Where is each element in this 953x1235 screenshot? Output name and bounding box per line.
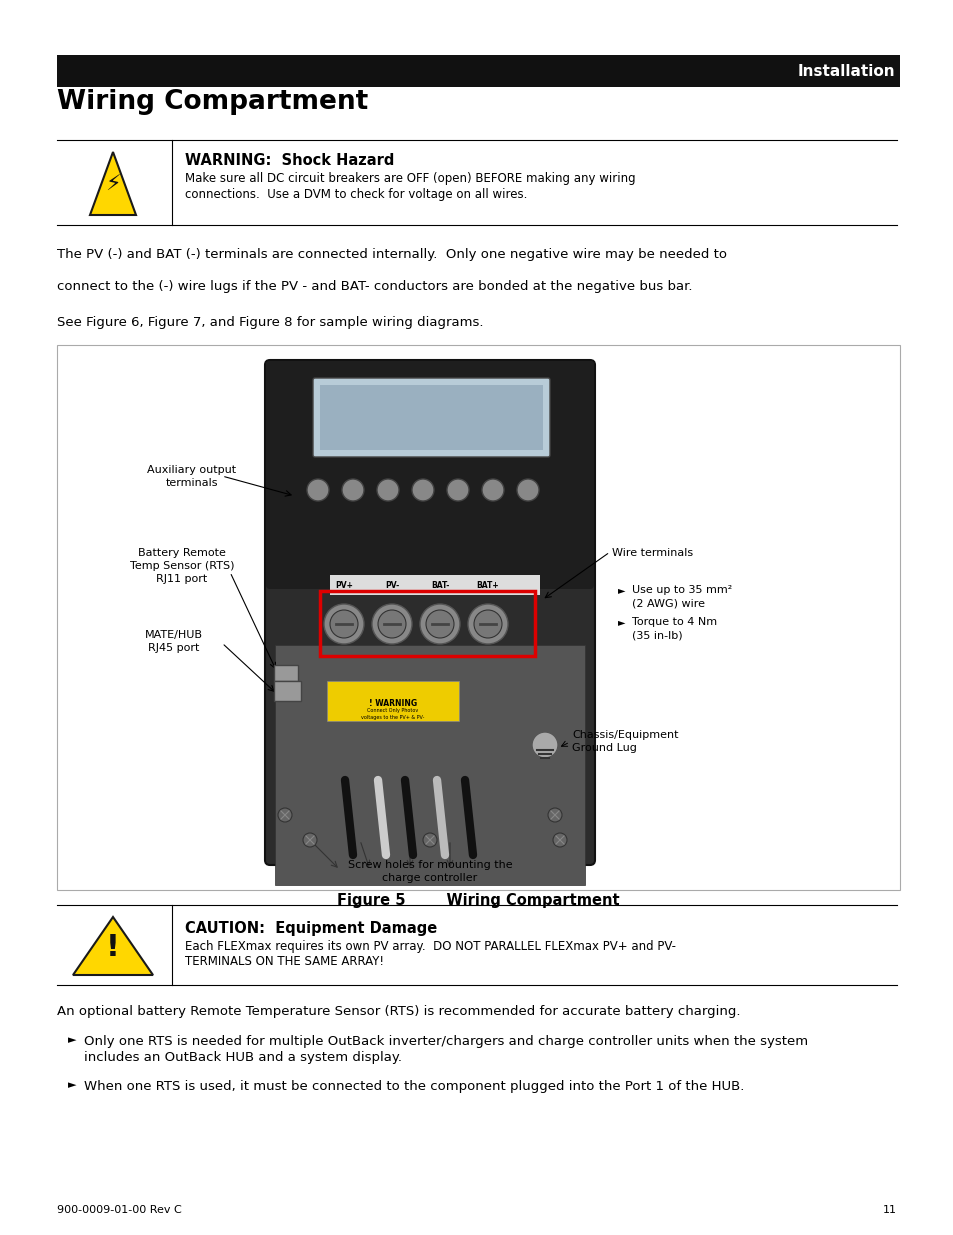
FancyBboxPatch shape: [266, 361, 594, 589]
Circle shape: [426, 610, 454, 638]
Text: See Figure 6, Figure 7, and Figure 8 for sample wiring diagrams.: See Figure 6, Figure 7, and Figure 8 for…: [57, 316, 483, 329]
Text: ►: ►: [618, 618, 625, 627]
Text: WARNING:  Shock Hazard: WARNING: Shock Hazard: [185, 153, 394, 168]
Text: PV-: PV-: [384, 580, 398, 589]
Text: Only one RTS is needed for multiple OutBack inverter/chargers and charge control: Only one RTS is needed for multiple OutB…: [84, 1035, 807, 1049]
Text: Wiring Compartment: Wiring Compartment: [57, 89, 368, 115]
Text: Make sure all DC circuit breakers are OFF (open) BEFORE making any wiring: Make sure all DC circuit breakers are OF…: [185, 172, 635, 185]
FancyBboxPatch shape: [313, 378, 550, 457]
Circle shape: [412, 479, 434, 501]
Text: connections.  Use a DVM to check for voltage on all wires.: connections. Use a DVM to check for volt…: [185, 188, 527, 201]
Text: Screw holes for mounting the: Screw holes for mounting the: [347, 860, 512, 869]
Circle shape: [376, 479, 398, 501]
Text: connect to the (-) wire lugs if the PV - and BAT- conductors are bonded at the n: connect to the (-) wire lugs if the PV -…: [57, 280, 692, 293]
Bar: [57, 56, 899, 86]
Text: The PV (-) and BAT (-) terminals are connected internally.  Only one negative wi: The PV (-) and BAT (-) terminals are con…: [57, 248, 726, 261]
Bar: [57, 345, 899, 890]
Text: RJ45 port: RJ45 port: [148, 643, 199, 653]
Circle shape: [303, 832, 316, 847]
Circle shape: [474, 610, 501, 638]
Text: Temp Sensor (RTS): Temp Sensor (RTS): [130, 561, 234, 571]
Circle shape: [422, 832, 436, 847]
Circle shape: [307, 479, 329, 501]
Text: MATE/HUB: MATE/HUB: [145, 630, 203, 640]
FancyBboxPatch shape: [327, 680, 458, 721]
Circle shape: [377, 610, 406, 638]
Text: Connect Only Photov
voltages to the PV+ & PV-: Connect Only Photov voltages to the PV+ …: [361, 709, 424, 720]
Text: (2 AWG) wire: (2 AWG) wire: [631, 598, 704, 608]
Circle shape: [341, 479, 364, 501]
Text: PV+: PV+: [335, 580, 353, 589]
FancyBboxPatch shape: [274, 680, 301, 701]
Circle shape: [468, 604, 507, 643]
Circle shape: [532, 732, 558, 758]
Circle shape: [324, 604, 364, 643]
FancyBboxPatch shape: [265, 359, 595, 864]
Circle shape: [547, 808, 561, 823]
Text: Figure 5        Wiring Compartment: Figure 5 Wiring Compartment: [336, 893, 618, 908]
Polygon shape: [90, 152, 136, 215]
Circle shape: [419, 604, 459, 643]
Text: ►: ►: [618, 585, 625, 595]
Text: Use up to 35 mm²: Use up to 35 mm²: [631, 585, 732, 595]
FancyBboxPatch shape: [319, 385, 542, 450]
Circle shape: [481, 479, 503, 501]
Bar: [319, 592, 535, 656]
Text: Torque to 4 Nm: Torque to 4 Nm: [631, 618, 717, 627]
Text: Wire terminals: Wire terminals: [612, 548, 693, 558]
Text: BAT-: BAT-: [431, 580, 449, 589]
Circle shape: [277, 808, 292, 823]
Circle shape: [447, 479, 469, 501]
Circle shape: [330, 610, 357, 638]
Text: 900-0009-01-00 Rev C: 900-0009-01-00 Rev C: [57, 1205, 182, 1215]
Text: Chassis/Equipment: Chassis/Equipment: [572, 730, 678, 740]
Text: ►: ►: [68, 1079, 76, 1091]
Circle shape: [372, 604, 412, 643]
Text: CAUTION:  Equipment Damage: CAUTION: Equipment Damage: [185, 921, 436, 936]
Bar: [330, 576, 539, 595]
Text: 11: 11: [882, 1205, 896, 1215]
Text: (35 in-lb): (35 in-lb): [631, 630, 682, 640]
Text: includes an OutBack HUB and a system display.: includes an OutBack HUB and a system dis…: [84, 1051, 401, 1065]
Text: RJ11 port: RJ11 port: [156, 574, 208, 584]
Bar: [274, 645, 584, 885]
Text: Auxiliary output: Auxiliary output: [148, 466, 236, 475]
Text: An optional battery Remote Temperature Sensor (RTS) is recommended for accurate : An optional battery Remote Temperature S…: [57, 1005, 740, 1018]
FancyBboxPatch shape: [274, 664, 297, 680]
Text: Installation: Installation: [797, 63, 894, 79]
Text: Each FLEXmax requires its own PV array.  DO NOT PARALLEL FLEXmax PV+ and PV-: Each FLEXmax requires its own PV array. …: [185, 940, 676, 953]
Circle shape: [553, 832, 566, 847]
Text: ! WARNING: ! WARNING: [369, 699, 416, 708]
Circle shape: [517, 479, 538, 501]
Text: ⚡: ⚡: [105, 175, 121, 195]
Text: BAT+: BAT+: [476, 580, 498, 589]
Text: Battery Remote: Battery Remote: [138, 548, 226, 558]
Text: Ground Lug: Ground Lug: [572, 743, 637, 753]
Text: When one RTS is used, it must be connected to the component plugged into the Por: When one RTS is used, it must be connect…: [84, 1079, 743, 1093]
Text: terminals: terminals: [166, 478, 218, 488]
Text: !: !: [106, 934, 120, 962]
Polygon shape: [73, 918, 152, 974]
Text: ►: ►: [68, 1035, 76, 1045]
Text: TERMINALS ON THE SAME ARRAY!: TERMINALS ON THE SAME ARRAY!: [185, 955, 384, 968]
Text: charge controller: charge controller: [382, 873, 477, 883]
